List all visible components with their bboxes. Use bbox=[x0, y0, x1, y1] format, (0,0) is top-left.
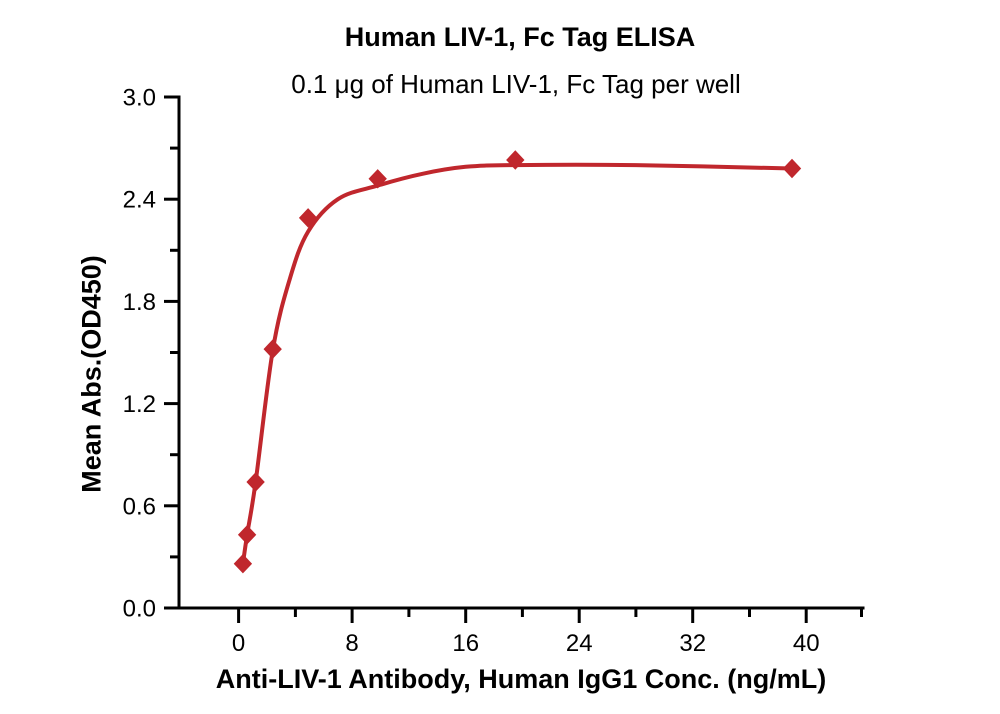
chart-title: Human LIV-1, Fc Tag ELISA bbox=[344, 22, 696, 52]
data-point-marker bbox=[246, 472, 265, 492]
axis-lines bbox=[177, 95, 865, 610]
data-point-marker bbox=[263, 339, 282, 359]
data-point-marker bbox=[233, 553, 253, 574]
x-tick-label: 8 bbox=[345, 630, 358, 657]
data-point-marker bbox=[298, 208, 318, 228]
x-axis-label: Anti-LIV-1 Antibody, Human IgG1 Conc. (n… bbox=[215, 664, 827, 694]
y-tick-label: 2.4 bbox=[123, 187, 156, 214]
y-tick-label: 1.2 bbox=[123, 391, 156, 418]
data-point-marker bbox=[368, 169, 387, 189]
y-tick-label: 1.8 bbox=[123, 289, 156, 316]
y-tick-label: 0.6 bbox=[123, 493, 156, 520]
x-tick-label: 32 bbox=[679, 630, 706, 657]
fit-curve bbox=[240, 162, 794, 566]
x-tick-label: 16 bbox=[452, 630, 479, 657]
data-point-marker bbox=[506, 150, 525, 170]
chart-subtitle: 0.1 μg of Human LIV-1, Fc Tag per well bbox=[291, 69, 741, 99]
data-point-marker bbox=[782, 158, 802, 179]
x-tick-label: 40 bbox=[793, 630, 820, 657]
x-tick-label: 0 bbox=[232, 630, 245, 657]
y-tick-label: 0.0 bbox=[123, 596, 156, 623]
y-tick-label: 3.0 bbox=[123, 85, 156, 112]
x-tick-label: 24 bbox=[566, 630, 593, 657]
data-point-marker bbox=[237, 525, 257, 545]
